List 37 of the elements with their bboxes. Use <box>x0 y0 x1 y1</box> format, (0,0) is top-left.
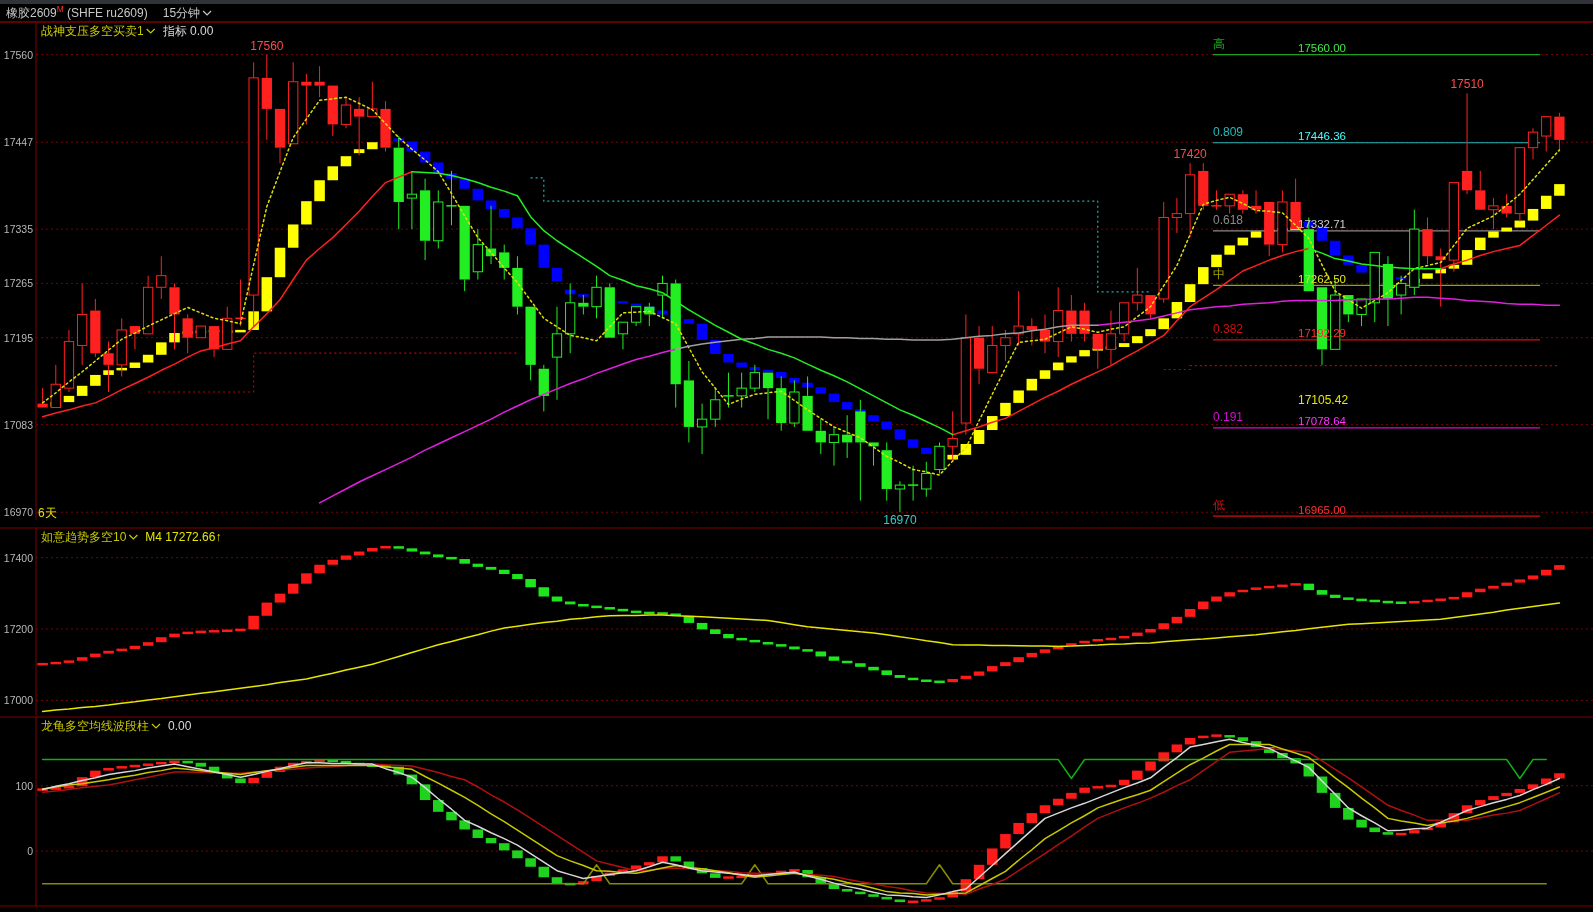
annotation: 0.382 <box>1213 321 1244 336</box>
y-tick-label: 16970 <box>3 506 34 519</box>
ref-line-label: 17446.36 <box>1298 130 1346 143</box>
y-tick-label: 17335 <box>3 223 34 236</box>
ref-line-label: 17078.64 <box>1298 415 1347 428</box>
chart-subtitle: M4 17272.66↑ <box>145 530 222 544</box>
text: 橡胶2609$^{M}$ (SHFE ru2609) <box>6 4 148 20</box>
annotation: 低 <box>1213 498 1225 513</box>
text: 15分钟 <box>162 6 201 20</box>
y-tick-label: 17200 <box>3 622 34 635</box>
y-tick-label: 100 <box>15 779 34 792</box>
ref-line-label: 16965.00 <box>1298 503 1346 516</box>
annotation: 17560 <box>250 38 284 53</box>
annotation: 0.618 <box>1213 212 1244 227</box>
ref-line-label: 17560.00 <box>1298 42 1346 55</box>
chart-title: 战神支压多空买卖1 <box>41 24 144 38</box>
y-tick-label: 0 <box>27 845 34 858</box>
y-tick-label: 17000 <box>3 694 34 707</box>
annotation: 中 <box>1213 267 1225 282</box>
annotation: 0.809 <box>1213 124 1244 139</box>
y-tick-label: 17400 <box>3 551 34 564</box>
chart-title: 龙龟多空均线波段柱 <box>41 719 149 733</box>
y-tick-label: 17265 <box>3 277 34 290</box>
annotation: 0.191 <box>1213 409 1244 424</box>
y-tick-label: 17083 <box>3 418 34 431</box>
y-tick-label: 17560 <box>3 48 34 61</box>
y-tick-label: 17447 <box>3 136 34 149</box>
annotation: 高 <box>1213 36 1225 51</box>
chart-title: 如意趋势多空10 <box>41 530 127 544</box>
chart-subtitle: 0.00 <box>168 719 192 733</box>
annotation: 17105.42 <box>1298 393 1349 407</box>
annotation: 17420 <box>1173 147 1208 162</box>
annotation: 16970 <box>883 513 917 528</box>
chart-subtitle: 指标 0.00 <box>161 24 214 38</box>
annotation: 17510 <box>1450 77 1485 92</box>
y-tick-label: 17195 <box>3 331 34 344</box>
annotation: 6天 <box>38 506 57 520</box>
